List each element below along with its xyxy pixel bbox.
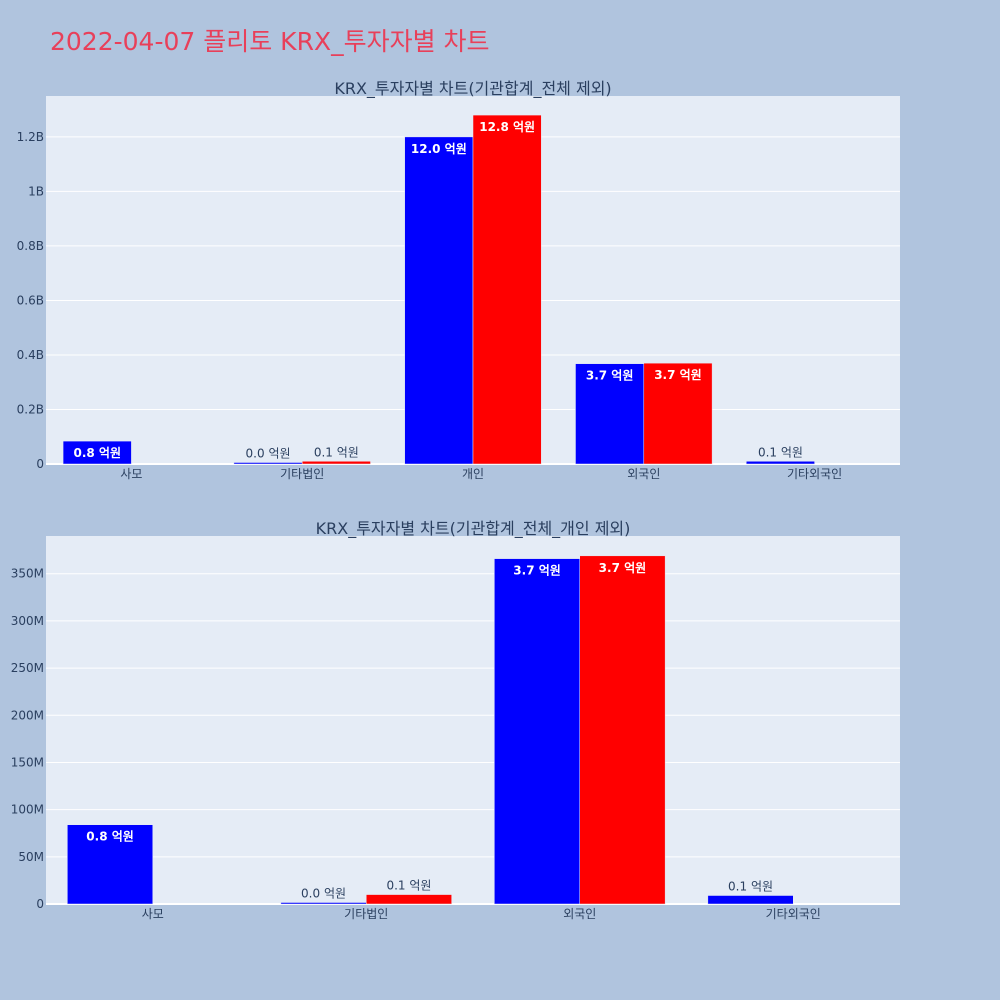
bar — [575, 363, 645, 465]
bar — [472, 114, 542, 465]
page-title: 2022-04-07 플리토 KRX_투자자별 차트 — [50, 27, 490, 56]
y-tick-label: 0 — [36, 897, 44, 911]
bar — [301, 461, 371, 465]
data-label: 0.1 억원 — [728, 880, 773, 894]
data-label: 3.7 억원 — [599, 561, 647, 575]
y-tick-label: 0.2B — [17, 402, 44, 416]
bar — [643, 362, 713, 465]
x-tick-label: 사모 — [142, 907, 164, 921]
data-label: 0.0 억원 — [246, 447, 291, 461]
x-tick-label: 기타외국인 — [766, 907, 821, 921]
y-tick-label: 100M — [11, 803, 44, 817]
bar — [707, 895, 794, 905]
bar — [579, 555, 666, 905]
bar — [280, 902, 367, 905]
data-label: 0.8 억원 — [86, 830, 134, 844]
y-tick-label: 1.2B — [17, 130, 44, 144]
data-label: 0.1 억원 — [758, 445, 803, 459]
data-label: 0.0 억원 — [301, 887, 346, 901]
bar — [746, 461, 815, 465]
plot-area — [46, 536, 900, 904]
x-tick-label: 개인 — [462, 467, 484, 481]
chart-1: KRX_투자자별 차트(기관합계_전체 제외) 0 0.2B 0.4B 0.6B 0.8B… — [17, 79, 900, 481]
x-tick-label: 사모 — [120, 467, 142, 481]
y-tick-label: 0.6B — [17, 293, 44, 307]
y-tick-label: 0 — [36, 457, 44, 471]
data-label: 12.0 억원 — [411, 142, 467, 156]
data-label: 3.7 억원 — [654, 368, 702, 382]
y-tick-label: 0.8B — [17, 239, 44, 253]
x-tick-label: 외국인 — [627, 467, 660, 481]
data-label: 12.8 억원 — [479, 120, 535, 134]
chart-title: KRX_투자자별 차트(기관합계_전체 제외) — [334, 79, 611, 99]
data-label: 0.1 억원 — [314, 445, 359, 459]
y-tick-label: 50M — [18, 850, 44, 864]
y-tick-label: 0.4B — [17, 348, 44, 362]
y-tick-label: 200M — [11, 708, 44, 722]
y-tick-label: 1B — [28, 184, 44, 198]
data-label: 3.7 억원 — [586, 369, 634, 383]
y-tick-label: 250M — [11, 661, 44, 675]
x-tick-label: 외국인 — [563, 907, 596, 921]
bar — [62, 440, 132, 465]
bar — [366, 894, 452, 905]
data-label: 0.1 억원 — [386, 879, 431, 893]
bar — [494, 558, 581, 905]
data-label: 0.8 억원 — [73, 446, 121, 460]
y-tick-label: 150M — [11, 755, 44, 769]
bar — [67, 824, 153, 905]
chart-2: KRX_투자자별 차트(기관합계_전체_개인 제외) 0 50M 100M 150M 20… — [11, 519, 900, 921]
y-tick-label: 300M — [11, 614, 44, 628]
x-tick-label: 기타법인 — [344, 907, 388, 921]
x-tick-label: 기타법인 — [280, 467, 324, 481]
bar — [404, 136, 474, 465]
y-tick-label: 350M — [11, 567, 44, 581]
bar — [233, 462, 303, 465]
chart-title: KRX_투자자별 차트(기관합계_전체_개인 제외) — [316, 519, 631, 539]
x-tick-label: 기타외국인 — [787, 467, 842, 481]
data-label: 3.7 억원 — [513, 564, 561, 578]
